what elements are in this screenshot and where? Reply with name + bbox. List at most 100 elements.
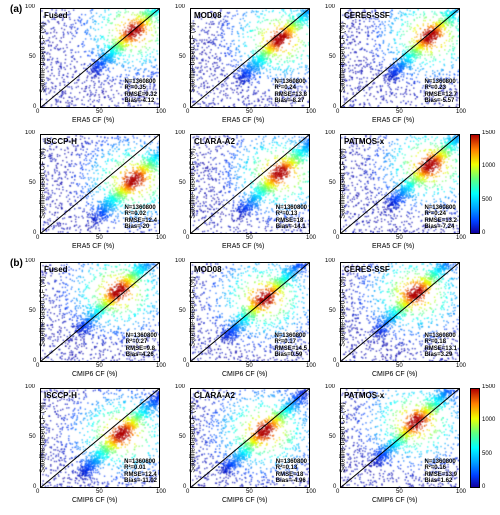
panel-stats: N=1360800R²=0.17RMSE=14.5Bias=0.59 bbox=[274, 333, 307, 359]
x-tick: 0 bbox=[186, 489, 189, 495]
x-tick: 100 bbox=[156, 489, 166, 495]
colorbar: 050010001500 bbox=[470, 134, 480, 234]
colorbar-gradient bbox=[470, 134, 480, 234]
y-tick: 100 bbox=[25, 4, 35, 10]
x-tick: 100 bbox=[456, 235, 466, 241]
x-tick: 50 bbox=[246, 109, 253, 115]
scatter-panel: ISCCP-HN=1360800R²=0.01RMSE=12.4Bias=-11… bbox=[40, 388, 160, 488]
panel-title: CERES-SSF bbox=[344, 11, 390, 20]
y-tick: 100 bbox=[175, 258, 185, 264]
scatter-panel: FusedN=1360800R²=0.35RMSE=9.32Bias=-4.12 bbox=[40, 8, 160, 108]
x-tick: 0 bbox=[36, 363, 39, 369]
y-axis-label: Satellite-based CF (%) bbox=[340, 276, 347, 346]
colorbar-gradient bbox=[470, 388, 480, 488]
panel-title: CERES-SSF bbox=[344, 265, 390, 274]
panel-stats: N=1360800R²=0.24RMSE=13.2Bias=-7.24 bbox=[424, 205, 457, 231]
panel-stats: N=1360800R²=0.27RMSE=9.8Bias=4.26 bbox=[126, 333, 157, 359]
x-tick: 0 bbox=[36, 235, 39, 241]
panel-stats: N=1360800R²=0.16RMSE=13.9Bias=1.62 bbox=[424, 459, 457, 485]
x-tick: 100 bbox=[306, 489, 316, 495]
y-tick: 50 bbox=[179, 180, 186, 186]
y-tick: 50 bbox=[329, 54, 336, 60]
colorbar: 050010001500 bbox=[470, 388, 480, 488]
panel-title: MOD08 bbox=[194, 11, 222, 20]
x-axis-label: CMIP6 CF (%) bbox=[222, 371, 268, 378]
y-tick: 50 bbox=[329, 434, 336, 440]
x-axis-label: CMIP6 CF (%) bbox=[72, 497, 118, 504]
y-axis-label: Satellite-based CF (%) bbox=[190, 402, 197, 472]
x-axis-label: ERA5 CF (%) bbox=[72, 117, 114, 124]
scatter-panel: CLARA-A2N=1360800R²=0.13RMSE=18Bias=-14.… bbox=[190, 134, 310, 234]
y-tick: 50 bbox=[179, 308, 186, 314]
panel-stats: N=1360800R²=0.18RMSE=13.1Bias=3.29 bbox=[424, 333, 457, 359]
panel-stats: N=1360800R²=0.02RMSE=12.4Bias=-20 bbox=[124, 205, 157, 231]
x-tick: 50 bbox=[246, 235, 253, 241]
y-tick: 100 bbox=[325, 384, 335, 390]
x-tick: 0 bbox=[186, 109, 189, 115]
x-tick: 100 bbox=[456, 363, 466, 369]
y-tick: 50 bbox=[29, 308, 36, 314]
panel-title: ISCCP-H bbox=[44, 137, 77, 146]
y-tick: 0 bbox=[333, 230, 336, 236]
panel-stats: N=1360800R²=0.13RMSE=18Bias=-4.96 bbox=[276, 459, 307, 485]
y-axis-label: Satellite-based CF (%) bbox=[340, 22, 347, 92]
x-tick: 100 bbox=[306, 363, 316, 369]
y-axis-label: Satellite-based CF (%) bbox=[190, 22, 197, 92]
x-tick: 100 bbox=[456, 489, 466, 495]
x-tick: 50 bbox=[246, 363, 253, 369]
x-tick: 0 bbox=[336, 489, 339, 495]
y-tick: 0 bbox=[333, 358, 336, 364]
x-axis-label: ERA5 CF (%) bbox=[222, 243, 264, 250]
scatter-panel: Fused N=1360800R²=0.27RMSE=9.8Bias=4.26 bbox=[40, 262, 160, 362]
y-tick: 100 bbox=[325, 130, 335, 136]
y-tick: 50 bbox=[179, 54, 186, 60]
panel-stats: N=1360800R²=0.01RMSE=12.4Bias=-11.02 bbox=[124, 459, 157, 485]
y-tick: 100 bbox=[25, 384, 35, 390]
y-tick: 100 bbox=[175, 4, 185, 10]
x-tick: 50 bbox=[396, 489, 403, 495]
y-tick: 100 bbox=[175, 384, 185, 390]
panel-title: PATMOS-x bbox=[344, 137, 384, 146]
x-axis-label: ERA5 CF (%) bbox=[222, 117, 264, 124]
x-tick: 100 bbox=[156, 363, 166, 369]
x-tick: 0 bbox=[186, 363, 189, 369]
x-axis-label: ERA5 CF (%) bbox=[372, 117, 414, 124]
panel-title: PATMOS-x bbox=[344, 391, 384, 400]
y-tick: 100 bbox=[325, 4, 335, 10]
x-tick: 100 bbox=[156, 109, 166, 115]
y-tick: 100 bbox=[175, 130, 185, 136]
y-tick: 0 bbox=[183, 230, 186, 236]
panel-title: CLARA-A2 bbox=[194, 137, 235, 146]
panel-title: MOD08 bbox=[194, 265, 222, 274]
x-axis-label: CMIP6 CF (%) bbox=[72, 371, 118, 378]
colorbar-tick: 1500 bbox=[482, 130, 495, 136]
y-tick: 0 bbox=[33, 230, 36, 236]
x-tick: 0 bbox=[186, 235, 189, 241]
y-tick: 100 bbox=[25, 130, 35, 136]
x-tick: 100 bbox=[306, 235, 316, 241]
panel-title: Fused bbox=[44, 265, 68, 274]
colorbar-tick: 500 bbox=[482, 451, 492, 457]
scatter-panel: MOD08N=1360800R²=0.24RMSE=13.8Bias=-8.27 bbox=[190, 8, 310, 108]
y-tick: 50 bbox=[29, 180, 36, 186]
x-tick: 0 bbox=[336, 109, 339, 115]
x-tick: 50 bbox=[96, 109, 103, 115]
x-axis-label: CMIP6 CF (%) bbox=[372, 497, 418, 504]
scatter-panel: ISCCP-H N=1360800R²=0.02RMSE=12.4Bias=-20 bbox=[40, 134, 160, 234]
colorbar-tick: 1000 bbox=[482, 163, 495, 169]
y-tick: 50 bbox=[329, 180, 336, 186]
colorbar-tick: 1000 bbox=[482, 417, 495, 423]
y-tick: 0 bbox=[333, 104, 336, 110]
scatter-panel: PATMOS-x N=1360800R²=0.24RMSE=13.2Bias=-7… bbox=[340, 134, 460, 234]
x-tick: 50 bbox=[246, 489, 253, 495]
x-tick: 100 bbox=[306, 109, 316, 115]
y-tick: 0 bbox=[183, 358, 186, 364]
x-tick: 50 bbox=[396, 235, 403, 241]
x-tick: 0 bbox=[36, 109, 39, 115]
x-tick: 50 bbox=[396, 109, 403, 115]
y-axis-label: Satellite-based CF (%) bbox=[40, 402, 47, 472]
y-axis-label: Satellite-based CF (%) bbox=[190, 148, 197, 218]
panel-title: CLARA-A2 bbox=[194, 391, 235, 400]
y-axis-label: Satellite-based CF (%) bbox=[40, 276, 47, 346]
y-tick: 0 bbox=[33, 358, 36, 364]
